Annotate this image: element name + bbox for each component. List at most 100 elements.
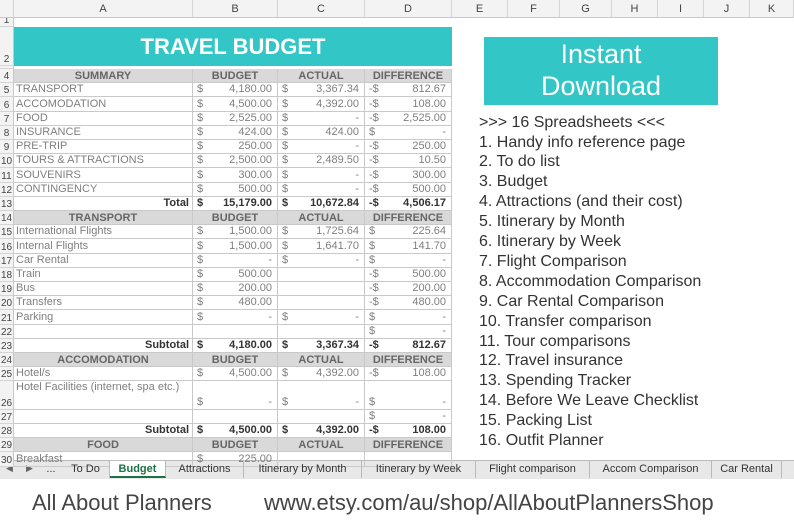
cell: TOURS & ATTRACTIONS <box>14 154 193 169</box>
tab[interactable]: To Do <box>62 461 110 478</box>
row-header: 13 <box>0 196 14 211</box>
list-item: 15. Packing List <box>479 412 592 430</box>
cell: ACTUAL <box>278 211 365 226</box>
currency: $ <box>369 310 376 323</box>
tab-bar <box>0 460 794 479</box>
column-header: F <box>508 0 560 18</box>
currency: $ <box>197 282 204 295</box>
cell: -$ 812.67 <box>365 338 452 353</box>
cell: $2,500.00 <box>193 154 278 169</box>
cell: International Flights <box>14 225 193 240</box>
currency: $ <box>197 140 204 153</box>
currency: $ <box>282 225 289 238</box>
row-header: 10 <box>0 154 14 169</box>
tab[interactable]: Attractions <box>166 461 244 478</box>
cell: $ - <box>278 253 365 268</box>
amount: 250.00 <box>238 140 272 153</box>
tab[interactable]: Accom Comparison <box>590 461 712 478</box>
currency: $ <box>369 125 376 138</box>
cell: ACTUAL <box>278 438 365 453</box>
cell-label: ACCOMODATION <box>16 97 107 110</box>
amount: - <box>355 111 359 124</box>
amount: 4,506.17 <box>403 196 446 209</box>
cell: $ - <box>278 168 365 183</box>
corner <box>0 0 14 18</box>
sheet-title: TRAVEL BUDGET <box>14 27 452 66</box>
cell: $4,392.00 <box>278 367 365 382</box>
cell: $ - <box>365 324 452 339</box>
cell: BUDGET <box>193 353 278 368</box>
tab-scroll-left[interactable]: ◀ <box>6 463 13 473</box>
amount: - <box>442 310 446 323</box>
amount: 2,525.00 <box>403 111 446 124</box>
tab[interactable]: Itinerary by Week <box>362 461 476 478</box>
amount: 4,180.00 <box>229 83 272 96</box>
amount: - <box>268 310 272 323</box>
list-item: 13. Spending Tracker <box>479 372 632 390</box>
currency: $ <box>197 83 204 96</box>
cell-label: PRE-TRIP <box>16 140 68 153</box>
row-header: 18 <box>0 267 14 282</box>
tab-scroll-right[interactable]: ▶ <box>26 463 33 473</box>
amount: 250.00 <box>412 140 446 153</box>
currency: -$ <box>369 282 379 295</box>
currency: $ <box>282 140 289 153</box>
currency: $ <box>282 111 289 124</box>
row-header: 30 <box>0 452 14 467</box>
column-header: K <box>750 0 794 18</box>
cell: SUMMARY <box>14 69 193 84</box>
cell-label: SOUVENIRS <box>16 168 81 181</box>
currency: $ <box>282 424 289 437</box>
row-header: 16 <box>0 239 14 254</box>
row-header: 3 <box>0 66 14 69</box>
cell-label: Parking <box>16 310 54 323</box>
cell: $1,500.00 <box>193 239 278 254</box>
amount: 108.00 <box>412 367 446 380</box>
amount: - <box>442 125 446 138</box>
cell: DIFFERENCE <box>365 353 452 368</box>
list-item: 7. Flight Comparison <box>479 252 627 270</box>
cell: Hotel Facilities (internet, spa etc.) <box>14 381 193 410</box>
cell: -$ 480.00 <box>365 296 452 311</box>
currency: $ <box>282 338 289 351</box>
amount: 10.50 <box>418 154 446 167</box>
currency: $ <box>369 239 376 252</box>
amount: 3,367.34 <box>316 338 359 351</box>
cell: $ - <box>278 182 365 197</box>
amount: 4,392.00 <box>316 424 359 437</box>
cell: -$ 250.00 <box>365 140 452 155</box>
cell: $4,500.00 <box>193 424 278 439</box>
currency: -$ <box>369 111 379 124</box>
currency: $ <box>197 310 204 323</box>
currency: -$ <box>369 182 379 195</box>
cell: -$ 2,525.00 <box>365 111 452 126</box>
column-header: E <box>452 0 508 18</box>
cell: $1,725.64 <box>278 225 365 240</box>
row-header: 14 <box>0 211 14 226</box>
list-item: 6. Itinerary by Week <box>479 233 621 250</box>
tab[interactable]: Itinerary by Month <box>244 461 362 478</box>
row-header: 4 <box>0 69 14 84</box>
cell: PRE-TRIP <box>14 140 193 155</box>
cell: Bus <box>14 282 193 297</box>
cell: INSURANCE <box>14 125 193 140</box>
currency: -$ <box>369 168 379 181</box>
tab-more[interactable]: ... <box>46 463 56 475</box>
currency: $ <box>369 225 376 238</box>
currency: $ <box>282 125 289 138</box>
row-header: 27 <box>0 409 14 424</box>
tab[interactable]: Budget <box>110 461 166 478</box>
currency: $ <box>197 168 204 181</box>
amount: 4,180.00 <box>229 338 272 351</box>
tab[interactable]: Flight comparison <box>476 461 590 478</box>
amount: 4,392.00 <box>316 97 359 110</box>
row-header: 20 <box>0 296 14 311</box>
tab[interactable]: Car Rental <box>712 461 782 478</box>
cell: Total <box>14 196 193 211</box>
cell: -$ 4,506.17 <box>365 196 452 211</box>
cell <box>278 452 365 467</box>
cell: $ - <box>193 253 278 268</box>
currency: $ <box>282 239 289 252</box>
row-header: 23 <box>0 338 14 353</box>
cell: $225.00 <box>193 452 278 467</box>
